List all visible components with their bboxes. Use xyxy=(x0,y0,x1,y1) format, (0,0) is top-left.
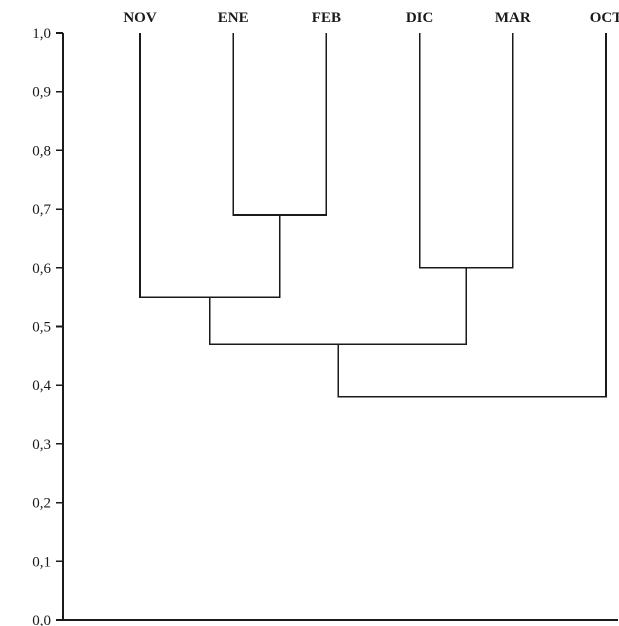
y-tick-label: 1,0 xyxy=(32,26,51,42)
leaf-label: MAR xyxy=(495,10,531,26)
y-tick-label: 0,7 xyxy=(32,202,51,218)
leaf-label: DIC xyxy=(406,10,434,26)
y-tick-label: 0,2 xyxy=(32,496,51,512)
leaf-labels: NOV ENE FEB DIC MAR OCT xyxy=(123,10,619,26)
y-axis: 0,0 0,1 0,2 0,3 0,4 0,5 0,6 0,7 0,8 0,9 1,0 xyxy=(32,26,618,626)
dendrogram-link xyxy=(418,33,514,269)
y-tick-label: 0,5 xyxy=(32,320,51,336)
y-tick-label: 0,4 xyxy=(32,378,51,394)
leaf-label: ENE xyxy=(218,10,249,26)
y-tick-label: 0,6 xyxy=(32,261,51,277)
leaf-label: NOV xyxy=(123,10,157,26)
y-tick-label: 0,8 xyxy=(32,143,51,159)
y-tick-label: 0,3 xyxy=(32,437,51,453)
dendrogram-branches xyxy=(139,33,607,398)
dendrogram-link xyxy=(139,33,281,298)
y-tick-label: 0,1 xyxy=(32,554,51,570)
y-tick-label: 0,0 xyxy=(32,613,51,626)
y-tick-label: 0,9 xyxy=(32,85,51,101)
leaf-label: OCT xyxy=(590,10,619,26)
dendrogram-link xyxy=(209,267,467,345)
leaf-label: FEB xyxy=(312,10,341,26)
dendrogram-link xyxy=(232,33,328,216)
dendrogram-link xyxy=(337,33,607,398)
